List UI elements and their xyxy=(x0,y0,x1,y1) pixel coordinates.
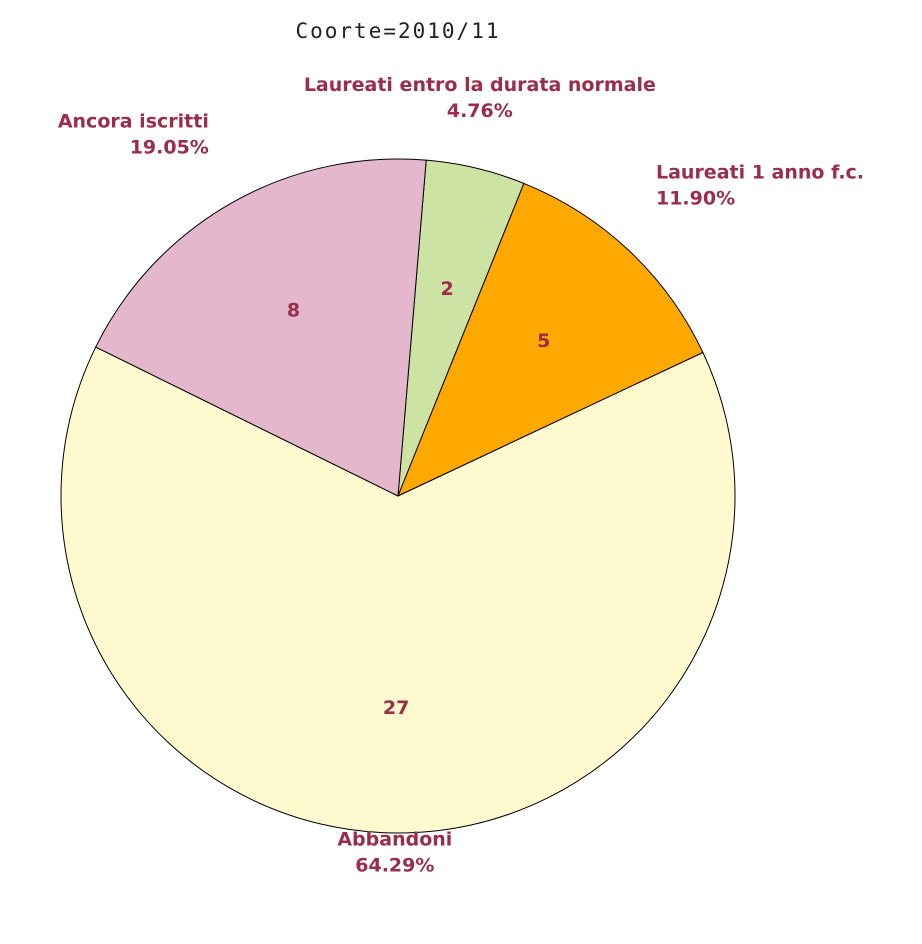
slice-category-label: Ancora iscritti xyxy=(58,110,209,132)
slice-percentage-label: 11.90% xyxy=(656,187,735,209)
slice-value-label: 2 xyxy=(440,278,453,300)
slice-percentage-label: 19.05% xyxy=(130,136,209,158)
slice-value-label: 8 xyxy=(287,300,300,322)
slice-category-label: Laureati entro la durata normale xyxy=(304,74,656,96)
pie-slice xyxy=(397,182,704,497)
pie-slice xyxy=(95,158,427,497)
slice-percentage-label: 4.76% xyxy=(447,100,513,122)
slice-category-label: Abbandoni xyxy=(337,828,452,850)
slice-value-label: 27 xyxy=(383,697,409,719)
pie-slice xyxy=(60,346,736,834)
slice-category-label: Laureati 1 anno f.c. xyxy=(656,161,864,183)
chart-title: Coorte=2010/11 xyxy=(295,19,500,43)
slice-percentage-label: 64.29% xyxy=(355,854,434,876)
slice-value-label: 5 xyxy=(537,330,550,352)
